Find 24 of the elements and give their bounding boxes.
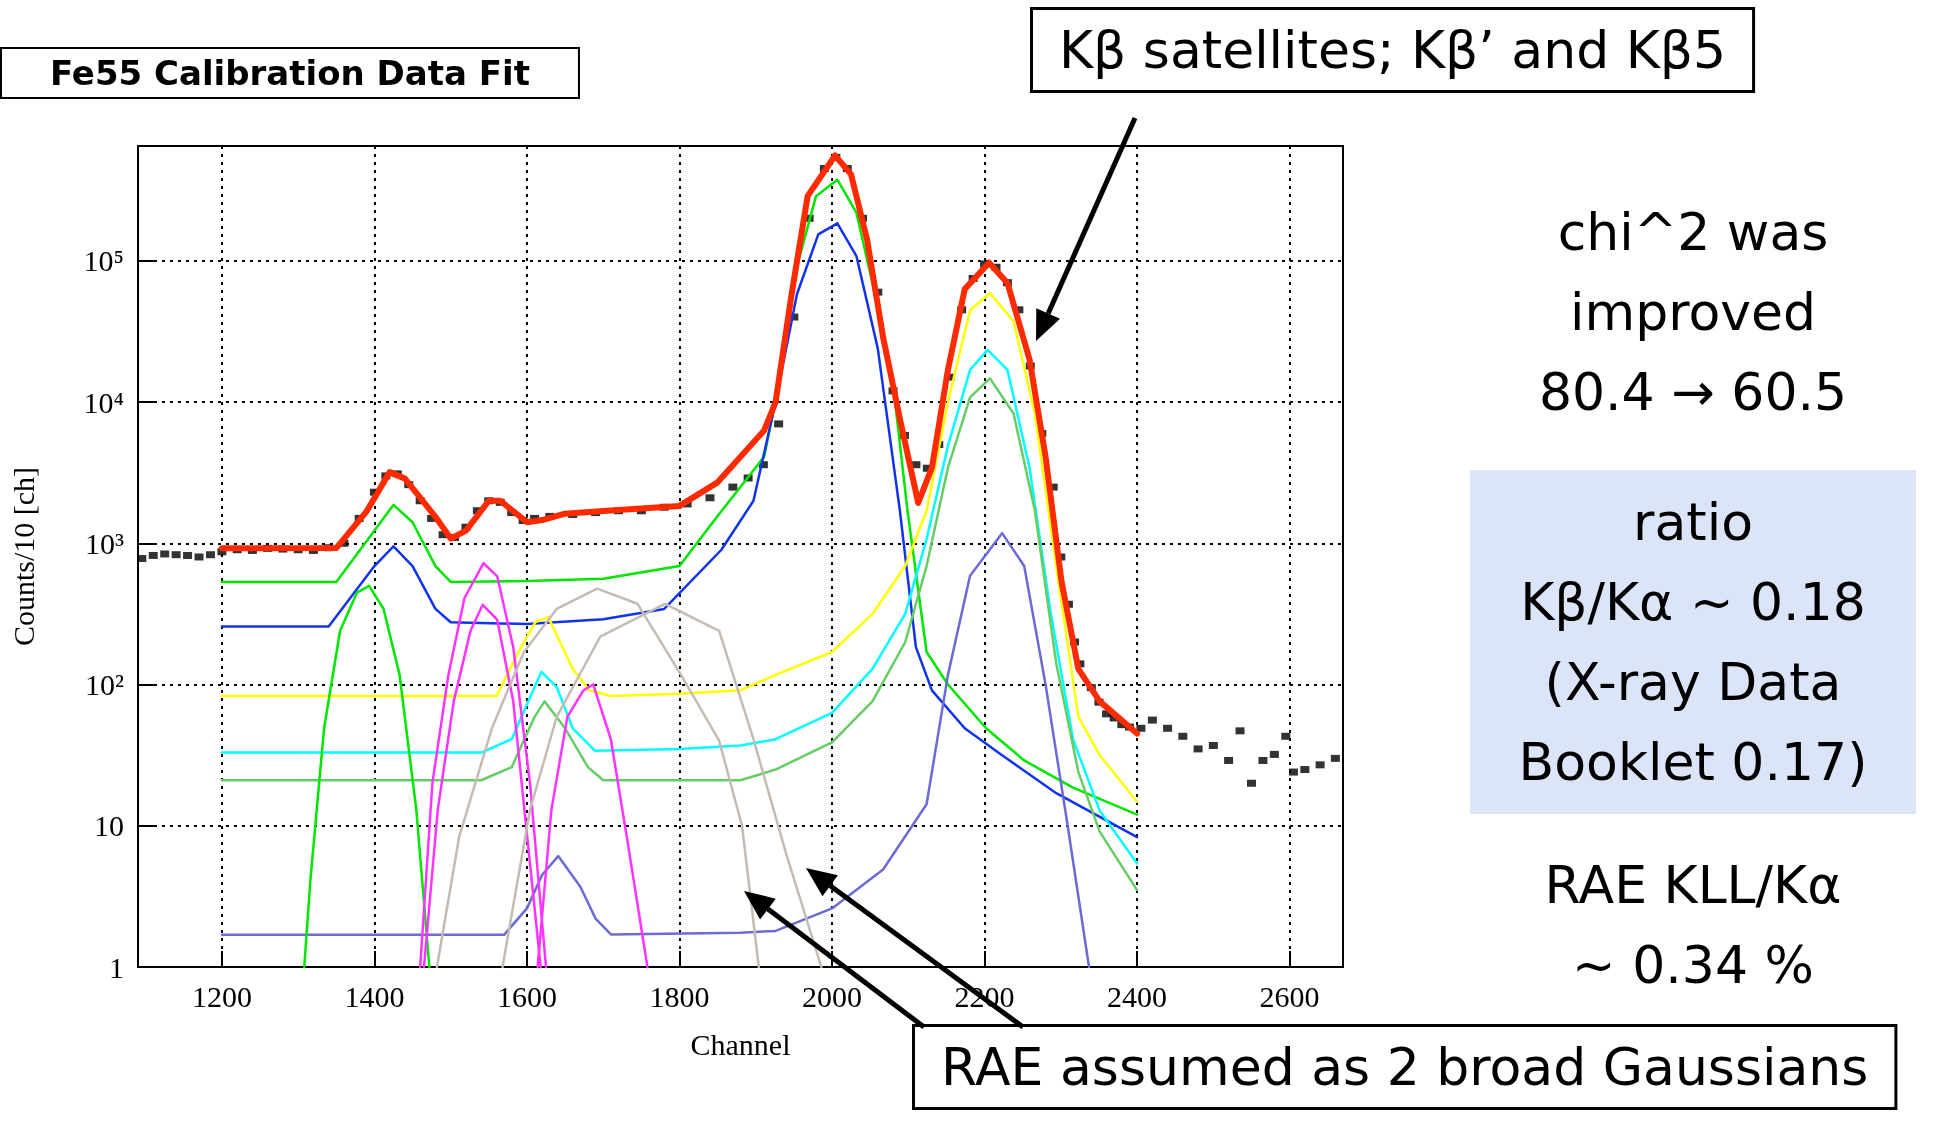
text: RAE assumed as 2 broad Gaussians bbox=[941, 1037, 1869, 1097]
x-tick-label: 1400 bbox=[344, 979, 405, 1013]
x-tick-label: 1800 bbox=[649, 979, 710, 1013]
text: RAE KLL/Kα ~ 0.34 % bbox=[1544, 855, 1842, 995]
y-tick-label: 10⁴ bbox=[83, 385, 124, 419]
y-tick-label: 10 bbox=[94, 809, 124, 843]
x-tick-label: 2400 bbox=[1107, 979, 1168, 1013]
y-tick-label: 10⁵ bbox=[83, 244, 124, 278]
x-tick-label: 2000 bbox=[802, 979, 863, 1013]
x-tick-label: 2600 bbox=[1259, 979, 1320, 1013]
line-series bbox=[303, 584, 431, 969]
text: Kβ satellites; Kβ’ and Kβ5 bbox=[1059, 20, 1727, 80]
x-tick-label: 1600 bbox=[496, 979, 557, 1013]
x-tick-label: 1200 bbox=[191, 979, 252, 1013]
text: chi^2 was improved 80.4 → 60.5 bbox=[1538, 202, 1848, 422]
x-axis-title: Channel bbox=[690, 1027, 791, 1061]
chart-title: Fe55 Calibration Data Fit bbox=[50, 53, 530, 93]
line-series bbox=[220, 531, 1091, 969]
y-tick-label: 10³ bbox=[85, 526, 124, 560]
y-tick-label: 1 bbox=[109, 950, 124, 984]
line-series bbox=[220, 291, 1139, 803]
y-axis-title: Counts/10 [ch] bbox=[6, 466, 40, 647]
text: ratio Kβ/Kα ~ 0.18 (X-ray Data Booklet 0.17) bbox=[1518, 492, 1868, 792]
y-tick-label: 10² bbox=[85, 668, 124, 702]
